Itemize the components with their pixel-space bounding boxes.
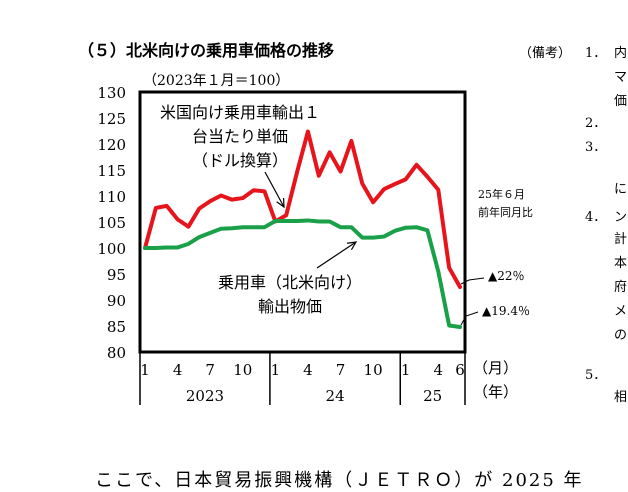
annotation-label: 25年６月	[478, 187, 525, 201]
year-label: 25	[423, 387, 442, 405]
note-number: 1．	[585, 46, 607, 61]
arrow-head	[347, 241, 358, 251]
notes-heading: （備考）	[519, 46, 572, 61]
y-tick-label: 85	[107, 318, 126, 336]
note-text: に	[614, 182, 628, 197]
y-tick-label: 130	[97, 84, 126, 102]
x-tick-label: 1	[271, 361, 281, 379]
note-text: ン	[614, 210, 628, 225]
y-tick-label: 105	[97, 214, 126, 232]
year-label: 24	[326, 387, 345, 405]
annotation-label: 米国向け乗用車輸出１	[160, 103, 320, 122]
unit-price-line	[143, 129, 462, 289]
x-tick-label: 10	[364, 361, 383, 379]
year-label: 2023	[186, 387, 224, 405]
x-tick-label: 4	[173, 361, 183, 379]
annotation-label: ▲19.4％	[482, 304, 530, 318]
plot-frame	[138, 90, 467, 354]
x-tick-label: 1	[140, 361, 150, 379]
note-number: 3．	[585, 140, 607, 155]
note-text: メ	[614, 304, 628, 319]
note-text: マ	[614, 70, 628, 85]
annotation-label: ▲22％	[488, 269, 525, 283]
note-text: 計	[614, 232, 628, 247]
export-price-line	[143, 218, 462, 330]
note-text: 本	[614, 256, 628, 271]
x-tick-label: 1	[401, 361, 411, 379]
note-text: 相	[614, 390, 628, 405]
note-number: 5．	[585, 368, 607, 383]
annotation-label: 輸出物価	[258, 297, 322, 316]
x-tick-label: 6	[455, 361, 465, 379]
annotation-label: 前年同月比	[478, 205, 533, 219]
y-tick-label: 95	[107, 266, 126, 284]
x-unit-year: （年）	[473, 383, 518, 401]
x-tick-label: 10	[233, 361, 252, 379]
x-tick-label: 7	[336, 361, 346, 379]
note-text: 価	[614, 94, 628, 109]
y-tick-label: 125	[97, 110, 126, 128]
end-label-connector	[460, 311, 479, 326]
arrow-head	[276, 197, 285, 209]
x-tick-label: 7	[205, 361, 215, 379]
x-unit-month: （月）	[473, 359, 518, 377]
y-tick-label: 115	[97, 162, 126, 180]
end-label-connector	[460, 277, 485, 285]
chart-title: （５）北米向けの乗用車価格の推移	[78, 41, 335, 60]
y-tick-label: 90	[107, 292, 126, 310]
note-number: 4．	[585, 210, 607, 225]
note-text: 府	[614, 280, 628, 295]
footer-text: ここで、日本貿易振興機構（ＪＥＴＲＯ）が 2025 年	[95, 470, 584, 491]
note-text: の	[614, 328, 628, 343]
y-tick-label: 110	[97, 188, 126, 206]
annotation-arrow	[264, 171, 285, 208]
note-text: 内	[614, 46, 628, 61]
y-tick-label: 120	[97, 136, 126, 154]
annotation-label: 乗用車（北米向け）	[218, 273, 362, 292]
annotation-arrow	[316, 241, 357, 269]
annotation-label: （ドル換算）	[192, 151, 288, 170]
note-number: 2．	[585, 116, 607, 131]
y-tick-label: 80	[107, 344, 126, 362]
y-tick-label: 100	[97, 240, 126, 258]
x-tick-label: 4	[303, 361, 313, 379]
annotation-label: 台当たり単価	[192, 127, 288, 146]
x-tick-label: 4	[434, 361, 444, 379]
unit-note: （2023年１月＝100）	[143, 73, 290, 89]
